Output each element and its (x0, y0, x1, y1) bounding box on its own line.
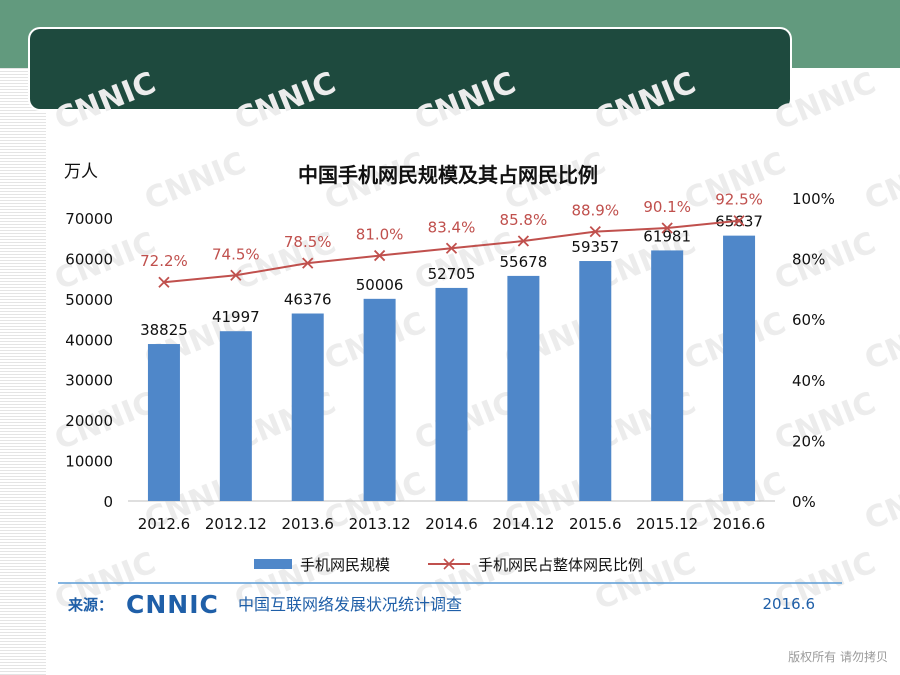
watermark-text: CNNIC (860, 145, 900, 217)
x-tick-label: 2012.6 (138, 515, 191, 533)
watermark-text: CNNIC (410, 65, 521, 137)
x-axis-ticks: 2012.6 2012.12 2013.6 2013.12 2014.6 2014.12 2… (138, 515, 766, 533)
source-org: 中国互联网络发展状况统计调查 (238, 595, 462, 614)
left-stripe (0, 68, 46, 675)
bar (147, 344, 180, 501)
legend: 手机网民规模 手机网民占整体网民比例 (254, 556, 643, 574)
source-label: 来源： (67, 596, 113, 614)
line-point (373, 249, 386, 262)
line-point (158, 276, 170, 288)
watermark-text: CNNIC (770, 65, 881, 137)
bar-value-label: 59357 (571, 238, 619, 256)
left-tick-label: 20000 (65, 412, 113, 430)
cnnic-logo: CNNIC (126, 590, 219, 619)
line-value-label: 83.4% (428, 218, 476, 236)
line-value-label: 88.9% (571, 202, 619, 220)
right-axis-ticks: 0% 20% 40% 60% 80% 100% (792, 190, 835, 511)
x-tick-label: 2016.6 (713, 515, 766, 533)
line-value-label: 90.1% (643, 198, 691, 216)
line-value-label: 92.5% (715, 191, 763, 209)
x-tick-label: 2015.12 (636, 515, 698, 533)
watermark-text: CNNIC (50, 65, 161, 137)
legend-line-marker (443, 558, 455, 570)
bar-data-labels: 38825 41997 46376 50006 52705 55678 59357 61981… (140, 213, 763, 339)
right-tick-label: 20% (792, 432, 825, 450)
left-tick-label: 30000 (65, 372, 113, 390)
left-tick-label: 10000 (65, 453, 113, 471)
right-tick-label: 0% (792, 493, 816, 511)
right-tick-label: 80% (792, 251, 825, 269)
bar-value-label: 38825 (140, 321, 188, 339)
chart-title: 中国手机网民规模及其占网民比例 (298, 163, 598, 187)
watermark-layer: CNNIC CNNIC CNNIC CNNIC CNNIC CNNIC CNNIC CNNIC… (50, 65, 900, 617)
bar (219, 331, 252, 501)
line-point (661, 222, 673, 234)
copyright-note: 版权所有 请勿拷贝 (788, 650, 888, 664)
watermark-text: CNNIC (140, 145, 251, 217)
x-tick-label: 2013.6 (281, 515, 334, 533)
bar (579, 261, 612, 501)
line-value-label: 72.2% (140, 252, 188, 270)
watermark-text: CNNIC (590, 65, 701, 137)
left-tick-label: 60000 (65, 250, 113, 268)
line-point (230, 269, 242, 281)
watermark-text: CNNIC (230, 65, 341, 137)
bar (291, 313, 324, 501)
bar-value-label: 52705 (428, 265, 476, 283)
bar-series (147, 235, 756, 502)
watermark-text: CNNIC (860, 305, 900, 377)
legend-line-label: 手机网民占整体网民比例 (478, 556, 643, 574)
line-value-label: 74.5% (212, 245, 260, 263)
y-unit-label: 万人 (64, 162, 98, 182)
bar (435, 287, 468, 501)
bar (723, 235, 756, 502)
source-date: 2016.6 (763, 595, 816, 613)
bar-value-label: 50006 (356, 276, 404, 294)
x-tick-label: 2015.6 (569, 515, 622, 533)
bar-value-label: 41997 (212, 308, 260, 326)
bar-value-label: 55678 (500, 253, 548, 271)
line-point (589, 225, 601, 238)
left-tick-label: 50000 (65, 291, 113, 309)
x-tick-label: 2014.12 (492, 515, 554, 533)
line-point (517, 235, 530, 247)
watermark-text: CNNIC (860, 465, 900, 537)
left-tick-label: 70000 (65, 210, 113, 228)
left-tick-label: 0 (103, 493, 113, 511)
left-axis-ticks: 0 10000 20000 30000 40000 50000 60000 70000 (65, 210, 113, 511)
title-panel (30, 29, 790, 109)
line-data-labels: 72.2% 74.5% 78.5% 81.0% 83.4% 85.8% 88.9% 90.1%… (140, 191, 763, 271)
right-tick-label: 60% (792, 311, 825, 329)
x-tick-label: 2014.6 (425, 515, 478, 533)
bar (651, 250, 684, 501)
left-tick-label: 40000 (65, 331, 113, 349)
bar-value-label: 46376 (284, 291, 332, 309)
line-value-label: 78.5% (284, 233, 332, 251)
line-point (302, 257, 314, 269)
legend-bar-swatch (254, 559, 292, 569)
line-point (733, 215, 745, 227)
right-tick-label: 100% (792, 190, 835, 208)
bar (507, 275, 540, 501)
bar (363, 298, 396, 501)
line-series (158, 215, 745, 288)
line-value-label: 81.0% (356, 226, 404, 244)
x-tick-label: 2012.12 (205, 515, 267, 533)
bar-value-label: 61981 (643, 227, 691, 245)
legend-bar-label: 手机网民规模 (300, 556, 390, 574)
line-point (445, 242, 458, 254)
x-tick-label: 2013.12 (349, 515, 411, 533)
right-tick-label: 40% (792, 372, 825, 390)
line-value-label: 85.8% (500, 211, 548, 229)
